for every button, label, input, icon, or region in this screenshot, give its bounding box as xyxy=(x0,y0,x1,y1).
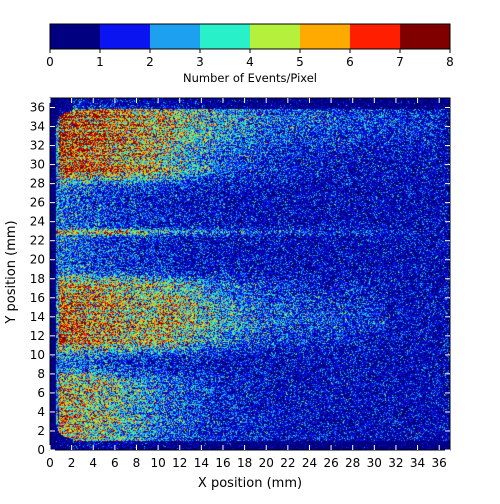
y-tick-label: 30 xyxy=(30,158,45,172)
colorbar-tick-label: 3 xyxy=(196,55,204,69)
x-tick-label: 8 xyxy=(133,456,141,470)
colorbar-segment-2 xyxy=(150,24,201,49)
colorbar-segment-5 xyxy=(300,24,351,49)
y-tick-label: 28 xyxy=(30,177,45,191)
colorbar-segment-4 xyxy=(250,24,301,49)
y-tick-label: 32 xyxy=(30,139,45,153)
colorbar-tick-label: 6 xyxy=(346,55,354,69)
y-tick-label: 12 xyxy=(30,329,45,343)
x-tick-label: 28 xyxy=(345,456,360,470)
y-tick-label: 22 xyxy=(30,234,45,248)
colorbar-tick-label: 2 xyxy=(146,55,154,69)
x-tick-label: 34 xyxy=(410,456,425,470)
x-axis: 0 2 4 6 8 10 12 14 16 18 20 22 24 26 28 30 32 34 36 xyxy=(46,98,447,470)
colorbar xyxy=(49,23,451,50)
colorbar-tick-label: 0 xyxy=(46,55,54,69)
plot-frame xyxy=(49,97,451,451)
y-tick-label: 18 xyxy=(30,272,45,286)
colorbar-tick-label: 1 xyxy=(96,55,104,69)
x-tick-label: 0 xyxy=(46,456,54,470)
colorbar-segment-7 xyxy=(400,24,451,49)
x-tick-label: 14 xyxy=(194,456,209,470)
x-tick-label: 24 xyxy=(302,456,317,470)
y-tick-label: 10 xyxy=(30,348,45,362)
colorbar-segment-1 xyxy=(100,24,151,49)
heatmap-pixels xyxy=(50,98,450,450)
colorbar-segment-0 xyxy=(50,24,101,49)
y-tick-label: 2 xyxy=(37,424,45,438)
x-axis-label: X position (mm) xyxy=(198,476,302,491)
x-tick-label: 16 xyxy=(215,456,230,470)
x-tick-label: 12 xyxy=(172,456,187,470)
colorbar-tick-label: 5 xyxy=(296,55,304,69)
y-tick-label: 20 xyxy=(30,253,45,267)
x-tick-label: 26 xyxy=(323,456,338,470)
colorbar-tick-label: 7 xyxy=(396,55,404,69)
colorbar-segment-6 xyxy=(350,24,401,49)
heatmap-image xyxy=(50,98,450,450)
x-tick-label: 6 xyxy=(111,456,119,470)
colorbar-tick-label: 4 xyxy=(246,55,254,69)
x-tick-label: 20 xyxy=(259,456,274,470)
colorbar-ticks: 0 1 2 3 4 5 6 7 8 xyxy=(46,49,454,69)
x-tick-label: 4 xyxy=(89,456,97,470)
y-tick-label: 34 xyxy=(30,120,45,134)
x-tick-label: 10 xyxy=(150,456,165,470)
y-tick-label: 36 xyxy=(30,101,45,115)
y-axis-label: Y position (mm) xyxy=(4,220,19,324)
y-tick-label: 16 xyxy=(30,291,45,305)
colorbar-label: Number of Events/Pixel xyxy=(183,71,317,85)
y-tick-label: 4 xyxy=(37,405,45,419)
x-tick-label: 2 xyxy=(68,456,76,470)
y-tick-label: 26 xyxy=(30,196,45,210)
colorbar-segment-3 xyxy=(200,24,251,49)
y-tick-label: 8 xyxy=(37,367,45,381)
x-tick-label: 22 xyxy=(280,456,295,470)
y-tick-label: 14 xyxy=(30,310,45,324)
y-tick-label: 0 xyxy=(37,443,45,457)
x-tick-label: 30 xyxy=(367,456,382,470)
y-tick-label: 24 xyxy=(30,215,45,229)
y-tick-label: 6 xyxy=(37,386,45,400)
colorbar-tick-label: 8 xyxy=(446,55,454,69)
x-tick-label: 18 xyxy=(237,456,252,470)
x-tick-label: 36 xyxy=(432,456,447,470)
x-tick-label: 32 xyxy=(388,456,403,470)
